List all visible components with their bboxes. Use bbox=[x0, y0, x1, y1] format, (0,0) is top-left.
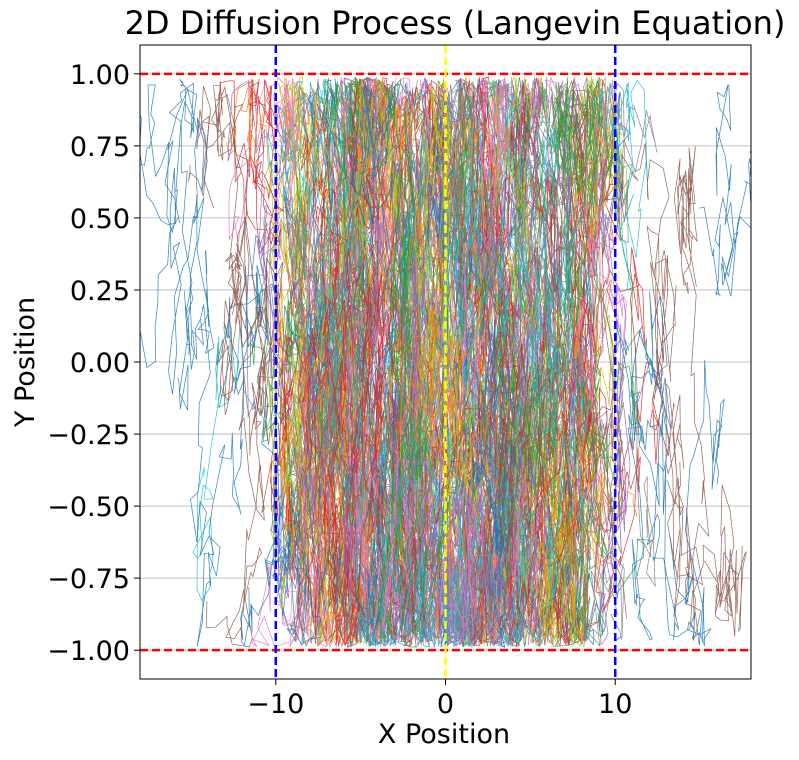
trajectory-338 bbox=[417, 257, 480, 546]
trajectory-297 bbox=[417, 489, 495, 647]
trajectory-386 bbox=[440, 533, 481, 648]
trajectory-346 bbox=[481, 77, 565, 305]
trajectory-399 bbox=[527, 107, 563, 520]
trajectory-305 bbox=[426, 79, 511, 456]
trajectory-396 bbox=[435, 77, 497, 427]
trajectory-391 bbox=[397, 205, 444, 443]
trajectory-243 bbox=[248, 78, 304, 555]
trajectory-375 bbox=[238, 257, 327, 521]
trajectory-378 bbox=[283, 125, 372, 552]
trajectory-317 bbox=[322, 172, 370, 389]
y-tick-label-3: 0.25 bbox=[70, 276, 130, 307]
trajectory-138 bbox=[262, 76, 320, 283]
trajectory-336 bbox=[273, 76, 353, 207]
trajectory-325 bbox=[188, 94, 258, 416]
trajectory-216 bbox=[471, 80, 516, 351]
trajectory-381 bbox=[541, 467, 606, 645]
trajectory-357 bbox=[276, 194, 379, 418]
trajectory-75 bbox=[652, 349, 704, 617]
trajectory-250 bbox=[699, 84, 751, 297]
trajectory-25 bbox=[206, 104, 263, 648]
trajectory-295 bbox=[479, 257, 522, 609]
trajectory-379 bbox=[538, 227, 591, 631]
y-tick-label-1: 0.75 bbox=[70, 132, 130, 163]
y-tick-label-6: −0.50 bbox=[47, 492, 130, 523]
trajectory-395 bbox=[297, 144, 430, 648]
trajectory-175 bbox=[196, 84, 250, 330]
trajectory-344 bbox=[227, 81, 317, 422]
trajectory-309 bbox=[563, 79, 648, 291]
trajectory-275 bbox=[702, 484, 747, 637]
trajectory-366 bbox=[340, 440, 399, 645]
trajectory-100 bbox=[140, 88, 215, 369]
trajectory-356 bbox=[553, 76, 618, 586]
reference-lines bbox=[140, 45, 751, 679]
trajectory-352 bbox=[408, 380, 494, 635]
x-axis-label: X Position bbox=[378, 719, 510, 750]
x-tick-label-1: 0 bbox=[437, 689, 454, 720]
trajectory-257 bbox=[496, 76, 595, 337]
trajectory-300 bbox=[190, 265, 249, 647]
trajectory-271 bbox=[384, 391, 444, 644]
trajectory-393 bbox=[323, 161, 361, 647]
trajectory-380 bbox=[333, 85, 392, 226]
trajectory-301 bbox=[313, 469, 371, 642]
trajectory-383 bbox=[322, 137, 391, 440]
trajectory-377 bbox=[434, 79, 487, 261]
trajectory-341 bbox=[346, 79, 454, 430]
trajectory-392 bbox=[549, 78, 601, 206]
trajectory-372 bbox=[371, 77, 427, 384]
trajectory-394 bbox=[293, 257, 422, 601]
trajectory-0 bbox=[140, 151, 204, 411]
trajectory-298 bbox=[422, 263, 491, 507]
trajectory-236 bbox=[506, 440, 544, 647]
trajectory-384 bbox=[347, 77, 477, 632]
y-tick-label-8: −1.00 bbox=[47, 636, 130, 667]
trajectory-358 bbox=[475, 76, 537, 327]
trajectory-326 bbox=[451, 335, 496, 604]
trajectory-334 bbox=[464, 357, 516, 647]
trajectory-220 bbox=[272, 457, 309, 647]
y-axis-ticks: 1.00 0.75 0.50 0.25 0.00 −0.25 −0.50 −0.75 −1.00 bbox=[47, 60, 140, 667]
trajectory-333 bbox=[348, 244, 414, 597]
trajectory-364 bbox=[450, 447, 525, 647]
trajectory-125 bbox=[673, 146, 710, 641]
trajectory-350 bbox=[627, 360, 725, 646]
x-tick-label-0: −10 bbox=[247, 689, 304, 720]
y-tick-label-4: 0.00 bbox=[70, 348, 130, 379]
trajectory-362 bbox=[375, 207, 463, 644]
trajectory-398 bbox=[414, 185, 473, 560]
trajectory-367 bbox=[540, 161, 590, 452]
trajectory-360 bbox=[349, 343, 401, 647]
chart-title: 2D Diffusion Process (Langevin Equation) bbox=[125, 4, 786, 42]
trajectory-371 bbox=[421, 310, 501, 640]
trajectory-397 bbox=[566, 245, 625, 648]
y-tick-label-0: 1.00 bbox=[70, 60, 130, 91]
y-tick-label-2: 0.50 bbox=[70, 204, 130, 235]
trajectory-279 bbox=[420, 244, 475, 648]
trajectory-150 bbox=[140, 78, 198, 313]
y-tick-label-7: −0.75 bbox=[47, 564, 130, 595]
trajectory-382 bbox=[389, 105, 430, 559]
trajectory-332 bbox=[542, 82, 586, 461]
trajectory-114 bbox=[575, 87, 622, 641]
trajectory-287 bbox=[289, 277, 344, 640]
trajectory-294 bbox=[568, 154, 631, 533]
trajectory-group bbox=[140, 76, 751, 649]
trajectory-390 bbox=[468, 317, 510, 649]
trajectory-388 bbox=[421, 80, 466, 262]
trajectory-347 bbox=[367, 393, 492, 647]
trajectory-363 bbox=[339, 254, 388, 612]
y-axis-label: Y Position bbox=[10, 297, 41, 428]
trajectory-389 bbox=[506, 131, 549, 389]
trajectory-53 bbox=[219, 78, 326, 255]
y-tick-label-5: −0.25 bbox=[47, 420, 130, 451]
trajectory-368 bbox=[334, 78, 403, 271]
x-tick-label-2: 10 bbox=[598, 689, 632, 720]
trajectory-328 bbox=[375, 77, 454, 539]
x-axis-ticks: −10 0 10 bbox=[247, 679, 632, 720]
